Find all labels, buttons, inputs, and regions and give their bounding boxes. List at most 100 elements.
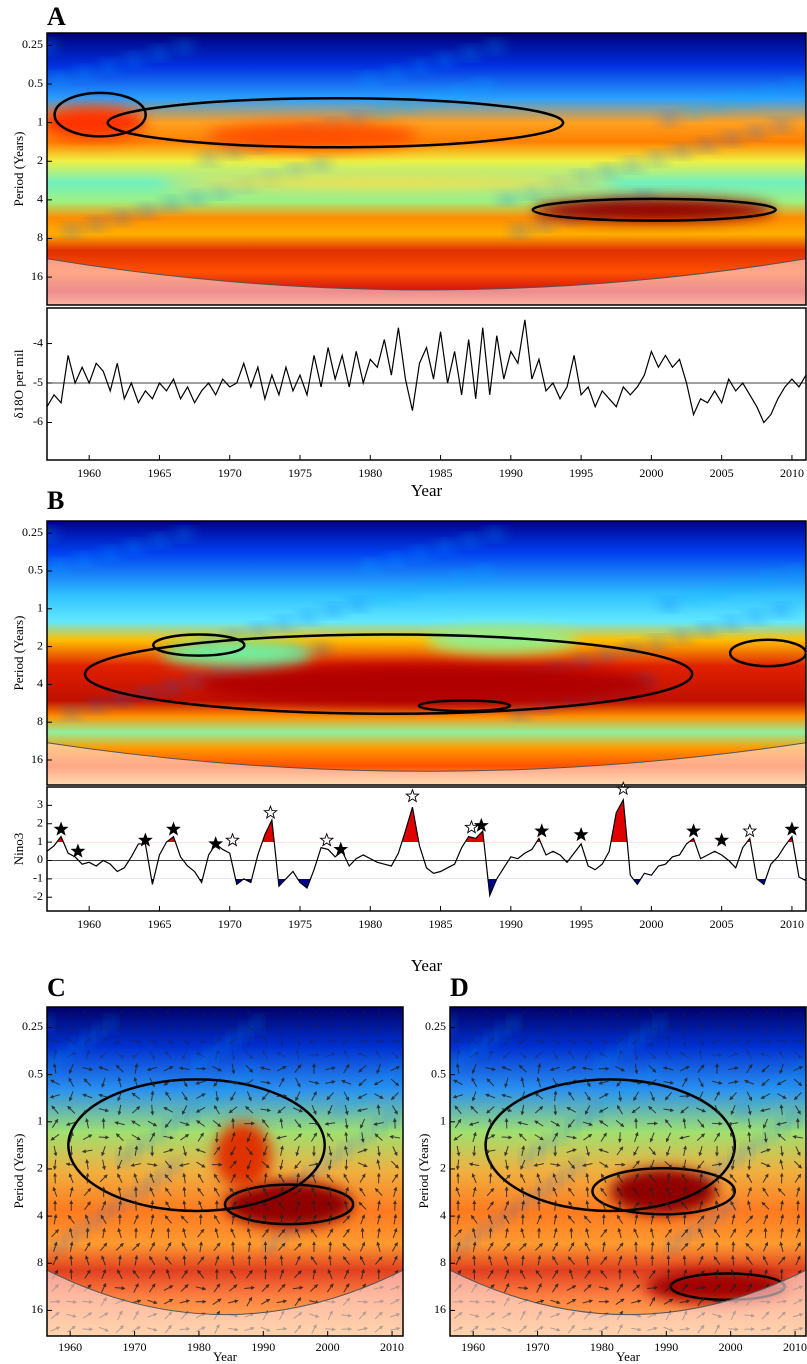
- spectrum-texture: [448, 87, 467, 98]
- phase-arrow: [101, 1269, 107, 1280]
- phase-arrow: [163, 1148, 174, 1153]
- phase-arrow: [179, 1038, 190, 1044]
- phase-arrow: [568, 1187, 575, 1197]
- phase-arrow: [150, 1227, 155, 1239]
- phase-arrow: [149, 1269, 156, 1279]
- phase-arrow: [648, 1269, 656, 1279]
- phase-arrow: [501, 1066, 512, 1071]
- spectrum-texture: [147, 1176, 157, 1189]
- phase-arrow: [552, 1269, 559, 1279]
- phase-arrow: [375, 1023, 383, 1033]
- plot-frame: [46, 307, 807, 461]
- phase-arrow: [745, 1256, 753, 1265]
- phase-arrow: [101, 1146, 106, 1157]
- phase-arrow: [713, 1132, 721, 1142]
- phase-arrow: [552, 1241, 559, 1252]
- phase-arrow: [311, 1173, 317, 1184]
- phase-arrow: [277, 1201, 286, 1210]
- phase-arrow: [583, 1133, 593, 1141]
- spectrum: [47, 1007, 403, 1336]
- phase-arrow: [52, 1022, 58, 1033]
- phase-arrow: [472, 1022, 477, 1034]
- phase-arrow: [66, 1038, 76, 1045]
- spectrum-texture: [747, 127, 766, 137]
- phase-arrow: [662, 1066, 674, 1071]
- phase-arrow: [648, 1105, 657, 1114]
- phase-arrow: [501, 1108, 513, 1113]
- phase-arrow: [730, 1105, 736, 1116]
- event-star: [333, 841, 349, 856]
- phase-arrow: [53, 1049, 58, 1060]
- phase-arrow: [534, 1092, 544, 1100]
- phase-arrow: [795, 1255, 801, 1266]
- y-axis-title: Period (Years): [11, 132, 26, 207]
- spectrum-texture: [647, 153, 666, 164]
- y-tick-label: 16: [434, 1302, 446, 1316]
- phase-arrow: [469, 1010, 479, 1018]
- phase-arrow: [392, 1146, 398, 1157]
- phase-arrow: [100, 1242, 108, 1252]
- phase-arrow: [134, 1255, 139, 1266]
- phase-arrow: [649, 1008, 655, 1019]
- phase-arrow: [715, 1268, 720, 1280]
- spectrum-texture: [697, 140, 716, 150]
- phase-arrow: [682, 1159, 687, 1171]
- phase-arrow: [246, 1036, 252, 1047]
- phase-arrow: [390, 1011, 401, 1017]
- phase-arrow: [344, 1145, 349, 1156]
- spectrum-texture: [772, 605, 791, 616]
- phase-arrow: [763, 1214, 769, 1225]
- phase-arrow: [471, 1173, 477, 1184]
- x-tick-label: 1980: [358, 466, 382, 480]
- phase-arrow: [376, 1104, 381, 1115]
- phase-arrow: [553, 1104, 558, 1116]
- phase-arrow: [520, 1186, 525, 1198]
- phase-arrow: [294, 1119, 302, 1128]
- spectrum-texture: [199, 153, 218, 164]
- phase-arrow: [779, 1104, 784, 1115]
- phase-arrow: [276, 1135, 287, 1140]
- event-star: [714, 832, 730, 847]
- spectrum-texture: [50, 561, 69, 571]
- event-star: [319, 832, 335, 847]
- phase-arrow: [503, 1036, 510, 1046]
- spectrum-texture: [200, 1096, 209, 1109]
- phase-arrow: [452, 1038, 464, 1044]
- phase-arrow: [198, 1200, 203, 1211]
- phase-arrow: [663, 1298, 674, 1305]
- spectrum-texture: [348, 113, 368, 124]
- phase-arrow: [695, 1011, 707, 1017]
- event-star: [473, 817, 489, 832]
- spectrum-texture: [95, 1025, 104, 1038]
- phase-arrow: [181, 1241, 188, 1252]
- threshold-fill: [47, 878, 806, 896]
- phase-arrow: [231, 1131, 236, 1143]
- phase-arrow: [711, 1052, 723, 1057]
- phase-arrow: [325, 1052, 336, 1058]
- phase-arrow: [696, 1270, 705, 1279]
- phase-arrow: [182, 1172, 187, 1184]
- phase-arrow: [246, 1186, 252, 1197]
- phase-arrow: [246, 1132, 252, 1143]
- phase-arrow: [795, 1146, 801, 1157]
- phase-arrow: [213, 1104, 220, 1115]
- panel-label: A: [47, 2, 66, 31]
- phase-arrow: [520, 1254, 525, 1266]
- spectrum-texture: [544, 1136, 554, 1149]
- phase-arrow: [276, 1065, 287, 1072]
- phase-arrow: [504, 1200, 510, 1211]
- phase-arrow: [293, 1242, 302, 1251]
- phase-arrow: [455, 1255, 461, 1266]
- phase-arrow: [229, 1201, 237, 1210]
- phase-arrow: [325, 1011, 336, 1017]
- phase-arrow: [182, 1186, 187, 1198]
- x-axis-title: Year: [411, 956, 443, 975]
- spectrum-texture: [655, 1017, 665, 1030]
- phase-arrow: [165, 1242, 172, 1252]
- phase-arrow: [50, 1133, 60, 1141]
- phase-arrow: [308, 1162, 320, 1167]
- phase-arrow: [69, 1254, 74, 1266]
- phase-arrow: [520, 1076, 525, 1088]
- phase-arrow: [181, 1269, 188, 1279]
